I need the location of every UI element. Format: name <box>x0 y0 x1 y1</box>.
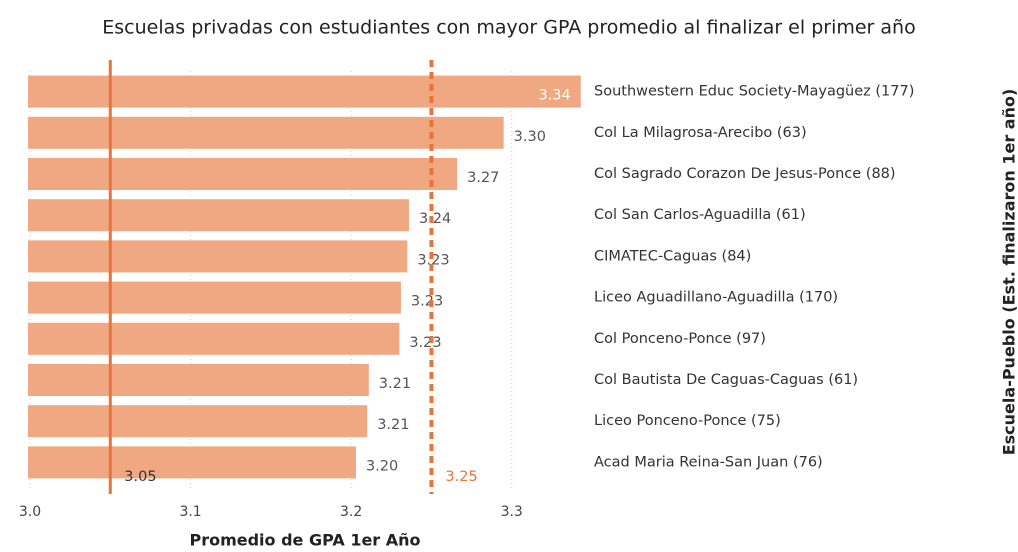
category-label: Col Sagrado Corazon De Jesus-Ponce (88) <box>594 166 896 182</box>
data-label: 3.21 <box>379 376 411 392</box>
x-axis-title: Promedio de GPA 1er Año <box>189 531 420 550</box>
data-label: 3.30 <box>514 129 546 145</box>
category-label: Col Ponceno-Ponce (97) <box>594 331 766 347</box>
category-label: Liceo Ponceno-Ponce (75) <box>594 413 781 429</box>
bar <box>28 405 368 438</box>
bar <box>28 116 504 149</box>
x-tick-label: 3.0 <box>19 504 41 520</box>
data-label: 3.23 <box>417 252 449 268</box>
category-label: Acad Maria Reina-San Juan (76) <box>594 454 823 470</box>
y-axis-title: Escuela-Pueblo (Est. finalizaron 1er año… <box>1000 89 1018 456</box>
chart-title: Escuelas privadas con estudiantes con ma… <box>102 17 915 39</box>
bar <box>28 364 369 396</box>
bar <box>28 446 356 479</box>
category-label: Col Bautista De Caguas-Caguas (61) <box>594 372 858 388</box>
data-label: 3.34 <box>538 88 570 104</box>
category-label: CIMATEC-Caguas (84) <box>594 248 751 264</box>
x-tick-label: 3.3 <box>501 504 523 520</box>
data-label: 3.23 <box>409 335 441 351</box>
category-label: Liceo Aguadillano-Aguadilla (170) <box>594 290 838 306</box>
data-label: 3.21 <box>377 417 409 433</box>
bar <box>28 158 458 190</box>
reference-label: 3.25 <box>445 469 477 485</box>
bar <box>28 322 400 355</box>
bar <box>28 240 408 273</box>
data-label: 3.20 <box>366 458 398 474</box>
data-label: 3.27 <box>467 170 499 186</box>
category-label: Col La Milagrosa-Arecibo (63) <box>594 125 807 141</box>
category-label: Southwestern Educ Society-Mayagüez (177) <box>594 84 914 100</box>
bar <box>28 199 409 232</box>
reference-label: 3.05 <box>124 469 156 485</box>
bar <box>28 75 581 108</box>
category-label: Col San Carlos-Aguadilla (61) <box>594 207 806 223</box>
x-tick-label: 3.2 <box>340 504 362 520</box>
data-label: 3.24 <box>419 211 451 227</box>
data-label: 3.23 <box>411 294 443 310</box>
bar <box>28 281 401 314</box>
x-tick-label: 3.1 <box>179 504 201 520</box>
